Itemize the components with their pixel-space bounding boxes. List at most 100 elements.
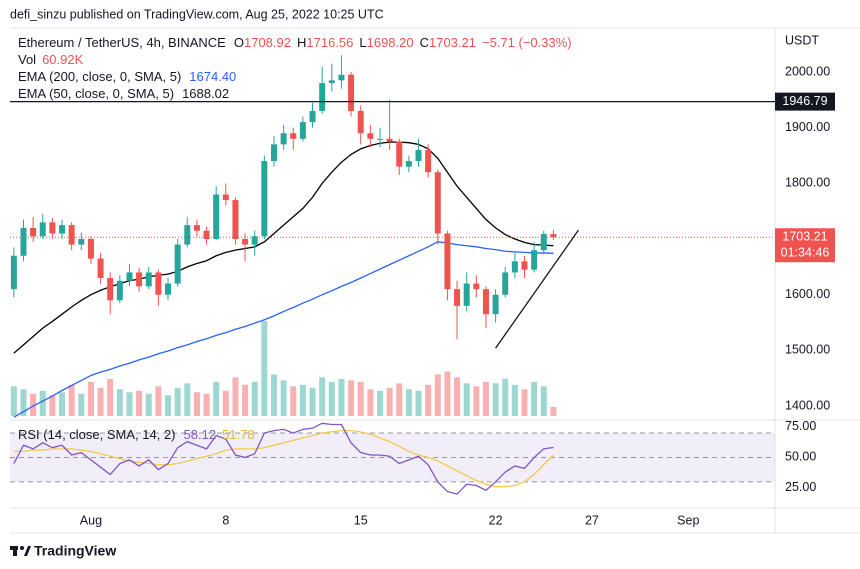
candle-body <box>203 230 210 240</box>
volume-bar <box>213 381 220 416</box>
volume-bar <box>222 390 229 416</box>
candle-body <box>386 138 393 142</box>
volume-bar <box>357 381 364 416</box>
x-tick-label: Aug <box>80 513 102 527</box>
candle-body <box>492 294 499 315</box>
change: −5.71 (−0.33%) <box>482 35 572 50</box>
candle-body <box>155 272 162 295</box>
y-tick-label: 1600.00 <box>785 287 830 301</box>
volume-bar <box>68 384 75 416</box>
candle-body <box>540 234 547 251</box>
y-tick-label: 1500.00 <box>785 343 830 357</box>
candle-body <box>434 172 441 234</box>
volume-bar <box>165 395 172 416</box>
volume-bar <box>251 381 258 416</box>
candle-body <box>405 161 412 167</box>
candle-body <box>30 227 37 237</box>
candle-body <box>232 200 239 240</box>
volume-bar <box>328 381 335 416</box>
volume-bar <box>521 389 528 416</box>
volume-bar <box>280 380 287 416</box>
candle-body <box>511 261 518 273</box>
ema-value: 1674.40 <box>189 69 236 84</box>
volume-bar <box>290 386 297 416</box>
candle-body <box>531 250 538 270</box>
footer-brand: TradingView <box>34 543 116 559</box>
rsi-sma-line <box>13 429 554 488</box>
x-tick-label: 27 <box>585 513 599 527</box>
last-price-label: 1703.21 <box>782 230 827 244</box>
ohlc-key: L <box>359 35 366 50</box>
volume-bar <box>242 384 249 416</box>
rsi-tick-label: 50.00 <box>785 450 816 464</box>
rsi-legend: RSI (14, close, SMA, 14, 2) 58.12 51.78 <box>18 427 255 442</box>
ema-name: EMA (200, close, 0, SMA, 5) <box>18 69 181 84</box>
volume-bar <box>261 321 268 416</box>
ema-line <box>13 241 554 418</box>
candle-body <box>261 161 268 237</box>
volume-bar <box>502 378 509 416</box>
plot-layer: 1400.001500.001600.001700.001800.001900.… <box>10 55 835 527</box>
volume-bar <box>184 383 191 416</box>
candle-body <box>463 283 470 306</box>
candle-body <box>251 236 258 245</box>
volume-bar <box>87 381 94 416</box>
candle-body <box>59 225 66 234</box>
volume-bar <box>10 386 17 416</box>
candle-body <box>222 194 229 201</box>
tradingview-logo <box>10 546 31 556</box>
candle-body <box>97 258 104 279</box>
volume-bar <box>116 389 123 416</box>
ohlc-value: 1703.21 <box>429 35 476 50</box>
volume-bar <box>270 374 277 416</box>
candle-body <box>116 280 123 301</box>
candle-body <box>357 110 364 134</box>
candle-body <box>242 239 249 245</box>
candle-body <box>78 239 85 245</box>
ema-name: EMA (50, close, 0, SMA, 5) <box>18 86 174 101</box>
candle-body <box>521 261 528 270</box>
volume-bar <box>30 393 37 416</box>
volume-bar <box>550 406 557 416</box>
ema-line <box>13 141 554 354</box>
volume-bar <box>434 374 441 416</box>
candle-body <box>145 272 152 287</box>
publish-header: defi_sinzu published on TradingView.com,… <box>10 7 384 21</box>
candle-body <box>502 272 509 295</box>
candle-body <box>338 74 345 81</box>
last-price-box <box>775 228 835 263</box>
trendline <box>495 229 579 349</box>
currency-label: USDT <box>785 33 819 47</box>
candle-body <box>20 227 27 256</box>
volume-value: 60.92K <box>42 52 84 67</box>
volume-bar <box>463 383 470 416</box>
candle-body <box>184 225 191 245</box>
volume-bar <box>39 390 46 416</box>
candle-body <box>415 149 422 162</box>
x-tick-label: 15 <box>354 513 368 527</box>
candle-body <box>193 225 200 231</box>
candle-body <box>309 110 316 123</box>
candle-body <box>165 283 172 295</box>
volume-key: Vol <box>18 52 36 67</box>
candle-body <box>213 194 220 240</box>
candle-body <box>290 133 297 139</box>
volume-bar <box>386 387 393 416</box>
volume-bar <box>78 393 85 416</box>
rsi-name: RSI (14, close, SMA, 14, 2) <box>18 427 176 442</box>
x-tick-label: 22 <box>489 513 503 527</box>
candle-body <box>299 122 306 139</box>
symbol: Ethereum / TetherUS, 4h, BINANCE <box>18 35 226 50</box>
volume-bar <box>145 393 152 416</box>
volume-bar <box>319 377 326 416</box>
volume-bar <box>20 389 27 416</box>
candle-body <box>454 289 461 306</box>
candle-body <box>174 244 181 284</box>
volume-bar <box>396 383 403 416</box>
volume-bar <box>299 384 306 416</box>
volume-bar <box>97 387 104 416</box>
candle-body <box>376 138 383 140</box>
volume-bar <box>174 387 181 416</box>
volume-bar <box>155 386 162 416</box>
volume-bar <box>492 383 499 416</box>
